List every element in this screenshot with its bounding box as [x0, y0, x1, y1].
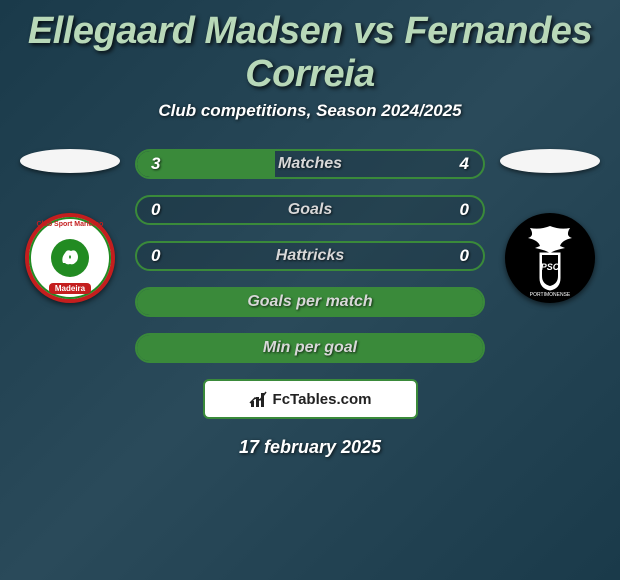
- lion-icon: [51, 239, 89, 277]
- left-club-name-text: Club Sport Maritimo: [37, 221, 104, 228]
- stat-value-right: 4: [460, 154, 469, 174]
- stat-label: Goals per match: [247, 293, 372, 311]
- stat-bar: 0 Hattricks 0: [135, 241, 485, 271]
- brand-footer[interactable]: FcTables.com: [203, 379, 418, 419]
- svg-text:PSC: PSC: [541, 262, 560, 272]
- right-player-column: PSC PORTIMONENSE: [500, 149, 600, 303]
- right-club-badge: PSC PORTIMONENSE: [505, 213, 595, 303]
- bar-chart-icon: [249, 389, 269, 409]
- stat-label: Hattricks: [276, 247, 344, 265]
- comparison-date: 17 february 2025: [0, 437, 620, 458]
- stat-bar: Goals per match: [135, 287, 485, 317]
- stat-bar: 3 Matches 4: [135, 149, 485, 179]
- stat-bar: Min per goal: [135, 333, 485, 363]
- left-club-badge: Club Sport Maritimo Madeira: [25, 213, 115, 303]
- stat-value-right: 0: [460, 246, 469, 266]
- stat-value-left: 3: [151, 154, 160, 174]
- season-subtitle: Club competitions, Season 2024/2025: [0, 101, 620, 121]
- stat-bar: 0 Goals 0: [135, 195, 485, 225]
- left-player-column: Club Sport Maritimo Madeira: [20, 149, 120, 303]
- stat-value-left: 0: [151, 200, 160, 220]
- left-player-photo-placeholder: [20, 149, 120, 173]
- comparison-title: Ellegaard Madsen vs Fernandes Correia: [0, 0, 620, 101]
- comparison-content: Club Sport Maritimo Madeira 3 Matches 4 0 Go…: [0, 149, 620, 363]
- stats-container: 3 Matches 4 0 Goals 0 0 Hattricks 0 Goals per mat…: [135, 149, 485, 363]
- stat-label: Min per goal: [263, 339, 357, 357]
- stat-value-left: 0: [151, 246, 160, 266]
- svg-text:PORTIMONENSE: PORTIMONENSE: [530, 292, 571, 298]
- right-player-photo-placeholder: [500, 149, 600, 173]
- stat-label: Goals: [288, 201, 332, 219]
- stat-value-right: 0: [460, 200, 469, 220]
- stat-label: Matches: [278, 155, 342, 173]
- eagle-shield-icon: PSC PORTIMONENSE: [510, 218, 590, 298]
- brand-text: FcTables.com: [273, 391, 372, 408]
- left-club-location-text: Madeira: [49, 283, 91, 294]
- left-club-badge-inner: Club Sport Maritimo Madeira: [29, 217, 111, 299]
